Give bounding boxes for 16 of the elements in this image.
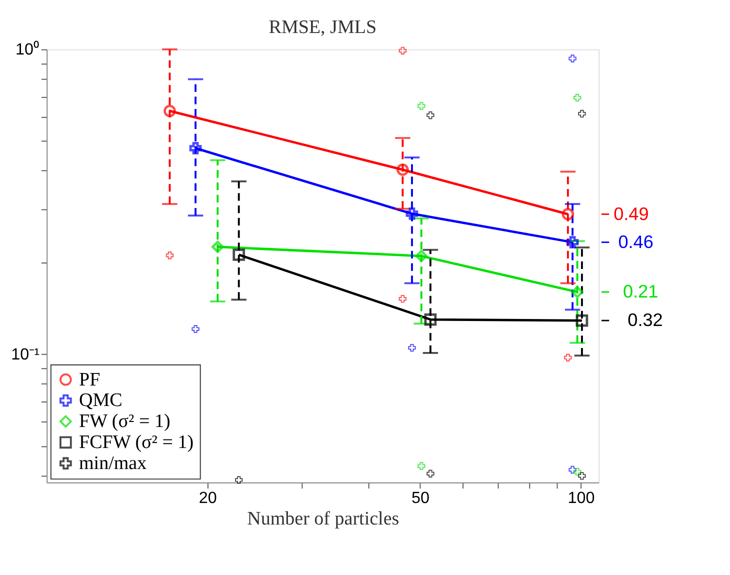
- y-tick-label: 10⁻¹: [11, 345, 40, 364]
- chart-title: RMSE, JMLS: [268, 17, 377, 38]
- legend-label: QMC: [78, 390, 122, 412]
- x-tick-label: 50: [411, 488, 430, 507]
- x-tick-label: 100: [568, 488, 595, 507]
- legend-label: PF: [78, 369, 100, 390]
- y-tick-label: 10⁰: [16, 40, 40, 59]
- legend-label: min/max: [78, 453, 148, 474]
- x-axis-title: Number of particles: [247, 508, 400, 530]
- annotation: 0.46: [618, 232, 654, 252]
- annotation: 0.21: [622, 282, 658, 302]
- legend-label: FCFW (σ² = 1): [78, 432, 194, 454]
- legend-label: FW (σ² = 1): [78, 411, 170, 432]
- annotation: 0.32: [628, 310, 663, 330]
- x-tick-label: 20: [198, 488, 217, 507]
- annotation: 0.49: [614, 204, 649, 224]
